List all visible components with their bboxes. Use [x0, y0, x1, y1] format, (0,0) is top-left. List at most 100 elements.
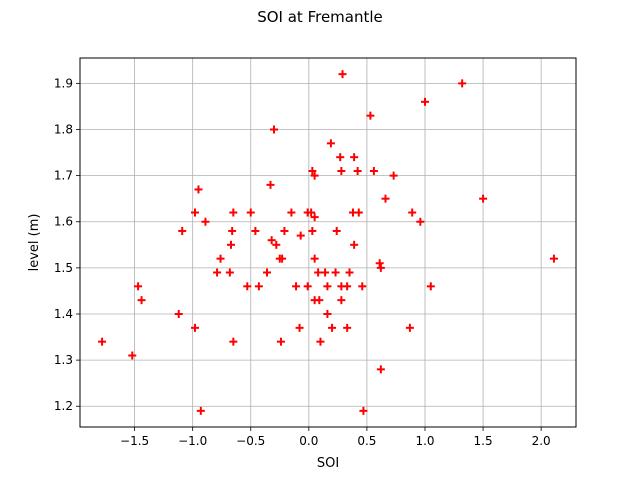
- data-point: [310, 254, 319, 263]
- data-point: [376, 365, 385, 374]
- data-point: [375, 259, 384, 268]
- data-point: [416, 217, 425, 226]
- data-point: [263, 268, 272, 277]
- data-point: [308, 226, 317, 235]
- data-point: [194, 185, 203, 194]
- x-tick-label: −0.5: [236, 434, 265, 448]
- plot-frame: [79, 57, 577, 428]
- data-point: [389, 171, 398, 180]
- data-point: [354, 208, 363, 217]
- data-point: [308, 167, 317, 176]
- x-tick-label: 2.0: [532, 434, 551, 448]
- data-point: [196, 406, 205, 415]
- data-point: [332, 226, 341, 235]
- data-point: [350, 240, 359, 249]
- data-point: [323, 282, 332, 291]
- data-point: [366, 111, 375, 120]
- data-point: [323, 309, 332, 318]
- y-tick-label: 1.5: [54, 261, 73, 275]
- y-tick-label: 1.8: [54, 122, 73, 136]
- data-point: [479, 194, 488, 203]
- data-point: [350, 153, 359, 162]
- y-axis-label: level (m): [27, 214, 42, 272]
- x-tick-label: 1.5: [474, 434, 493, 448]
- data-point: [376, 263, 385, 272]
- data-point: [134, 282, 143, 291]
- data-point: [251, 226, 260, 235]
- grid-lines: [80, 58, 576, 427]
- y-tick-label: 1.2: [54, 399, 73, 413]
- data-point: [295, 323, 304, 332]
- data-point: [353, 167, 362, 176]
- data-point: [174, 309, 183, 318]
- data-point: [178, 226, 187, 235]
- data-point: [216, 254, 225, 263]
- data-point: [369, 167, 378, 176]
- data-point: [310, 171, 319, 180]
- data-point: [246, 208, 255, 217]
- data-point: [420, 97, 429, 106]
- data-point: [337, 167, 346, 176]
- data-point: [405, 323, 414, 332]
- data-point: [276, 337, 285, 346]
- data-point: [227, 240, 236, 249]
- data-points: [98, 70, 558, 415]
- data-point: [458, 79, 467, 88]
- x-tick-label: 0.5: [357, 434, 376, 448]
- y-tick-label: 1.6: [54, 215, 73, 229]
- data-point: [307, 208, 316, 217]
- y-tick-label: 1.9: [54, 76, 73, 90]
- data-point: [292, 282, 301, 291]
- data-point: [381, 194, 390, 203]
- data-point: [190, 323, 199, 332]
- data-point: [338, 70, 347, 79]
- data-point: [328, 323, 337, 332]
- chart-title: SOI at Fremantle: [257, 8, 383, 26]
- data-point: [98, 337, 107, 346]
- data-point: [331, 268, 340, 277]
- x-axis-ticks: −1.5 −1.0 −0.5 0.0 0.5 1.0 1.5 2.0: [120, 427, 551, 448]
- data-point: [337, 296, 346, 305]
- data-point: [225, 268, 234, 277]
- data-point: [408, 208, 417, 217]
- data-point: [272, 240, 281, 249]
- data-point: [321, 268, 330, 277]
- data-point: [243, 282, 252, 291]
- y-tick-label: 1.7: [54, 169, 73, 183]
- data-point: [269, 125, 278, 134]
- y-tick-label: 1.4: [54, 307, 73, 321]
- data-point: [287, 208, 296, 217]
- data-point: [128, 351, 137, 360]
- data-point: [267, 236, 276, 245]
- data-point: [201, 217, 210, 226]
- y-tick-label: 1.3: [54, 353, 73, 367]
- data-point: [228, 226, 237, 235]
- data-point: [345, 268, 354, 277]
- data-point: [213, 268, 222, 277]
- data-point: [343, 282, 352, 291]
- data-point: [314, 268, 323, 277]
- data-point: [266, 180, 275, 189]
- data-point: [280, 226, 289, 235]
- data-point: [229, 208, 238, 217]
- data-point: [254, 282, 263, 291]
- data-point: [303, 282, 312, 291]
- data-point: [336, 153, 345, 162]
- data-point: [229, 337, 238, 346]
- data-point: [358, 282, 367, 291]
- data-point: [426, 282, 435, 291]
- x-tick-label: −1.0: [178, 434, 207, 448]
- data-point: [343, 323, 352, 332]
- data-point: [316, 337, 325, 346]
- x-tick-label: −1.5: [120, 434, 149, 448]
- data-point: [278, 254, 287, 263]
- data-point: [190, 208, 199, 217]
- data-point: [137, 296, 146, 305]
- x-tick-label: 1.0: [415, 434, 434, 448]
- data-point: [296, 231, 305, 240]
- data-point: [315, 296, 324, 305]
- x-axis-label: SOI: [317, 456, 339, 471]
- x-tick-label: 0.0: [299, 434, 318, 448]
